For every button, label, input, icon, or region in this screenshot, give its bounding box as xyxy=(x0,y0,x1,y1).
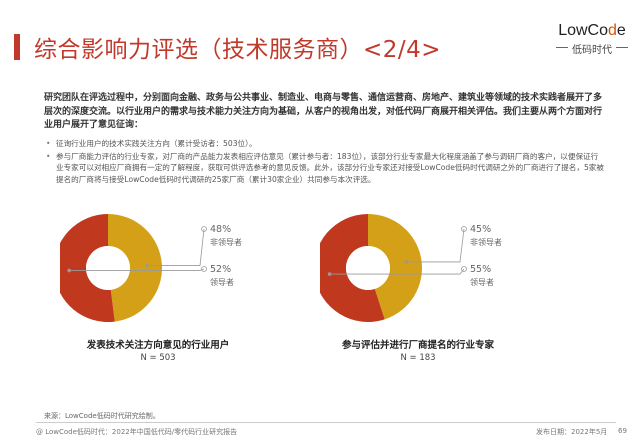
bullet-item: • 征询行业用户的技术实践关注方向（累计受访者：503位）。 xyxy=(46,139,257,148)
donut-hole xyxy=(346,246,390,290)
leader-line xyxy=(406,228,465,263)
chart-title-experts: 参与评估并进行厂商提名的行业专家 xyxy=(341,340,494,351)
slice-percent-label: 55% xyxy=(470,264,491,275)
leader-dot xyxy=(327,272,332,276)
slice-percent-label: 45% xyxy=(470,224,491,235)
donut-slice-non-leader xyxy=(108,214,163,322)
donut-svg-experts: 45% 非领导者 55% 领导者 xyxy=(320,214,502,322)
logo-wordmark: LowCode xyxy=(558,22,626,39)
leader-dot xyxy=(145,263,149,268)
leader-line xyxy=(329,268,465,275)
donut-slice-leader xyxy=(320,214,385,322)
title-accent-bar xyxy=(14,34,20,60)
bullet-list: • 征询行业用户的技术实践关注方向（累计受访者：503位）。 • 参与厂商能力评估的… xyxy=(44,138,604,186)
slice-percent-label: 48% xyxy=(210,224,231,235)
bullet-dot-icon: • xyxy=(46,139,51,148)
donut-chart-experts: 45% 非领导者 55% 领导者 xyxy=(320,205,580,335)
footer-report-name: @ LowCode低码时代：2022年中国低代码/零代码行业研究报告 xyxy=(36,428,238,436)
donut-svg-users: 48% 非领导者 52% 领导者 xyxy=(60,214,242,322)
footer-divider xyxy=(36,422,616,423)
slice-percent-label: 52% xyxy=(210,264,231,275)
bullet-item: • 参与厂商能力评估的行业专家，对厂商的产品能力发表相应评估意见（累计参与者：18… xyxy=(46,151,604,184)
leader-end-marker xyxy=(461,226,467,232)
intro-paragraph: 研究团队在评选过程中，分别面向金融、政务与公共事业、制造业、电商与零售、通信运营… xyxy=(44,93,603,130)
leader-end-marker xyxy=(201,266,207,272)
donut-hole xyxy=(86,246,130,290)
lowcode-logo: LowCode 低码时代 xyxy=(552,22,632,56)
donut-slice-non-leader xyxy=(368,214,422,320)
chart-n-users: N = 503 xyxy=(140,353,176,363)
leader-end-marker xyxy=(201,226,207,232)
chart-title-users: 发表技术关注方向意见的行业用户 xyxy=(86,340,230,351)
source-note: 来源：LowCode低码时代研究绘制。 xyxy=(44,412,160,420)
leader-line xyxy=(69,268,205,271)
donut-chart-users: 48% 非领导者 52% 领导者 xyxy=(60,205,320,335)
slice-category-label: 领导者 xyxy=(470,277,494,287)
footer-publish-date: 发布日期：2022年5月 xyxy=(536,428,608,436)
leader-end-marker xyxy=(461,266,467,272)
page-number: 69 xyxy=(618,427,627,435)
logo-subtitle: 低码时代 xyxy=(552,41,632,56)
donut-slice-leader xyxy=(60,214,115,322)
bullet-dot-icon: • xyxy=(46,151,51,161)
leader-dot xyxy=(404,260,409,264)
slice-category-label: 非领导者 xyxy=(210,237,242,247)
chart-n-experts: N = 183 xyxy=(400,353,436,363)
slice-category-label: 非领导者 xyxy=(470,237,502,247)
leader-line xyxy=(146,228,205,266)
page-title: 综合影响力评选（技术服务商）<2/4> xyxy=(34,37,442,63)
slice-category-label: 领导者 xyxy=(210,277,234,287)
leader-dot xyxy=(67,268,71,273)
